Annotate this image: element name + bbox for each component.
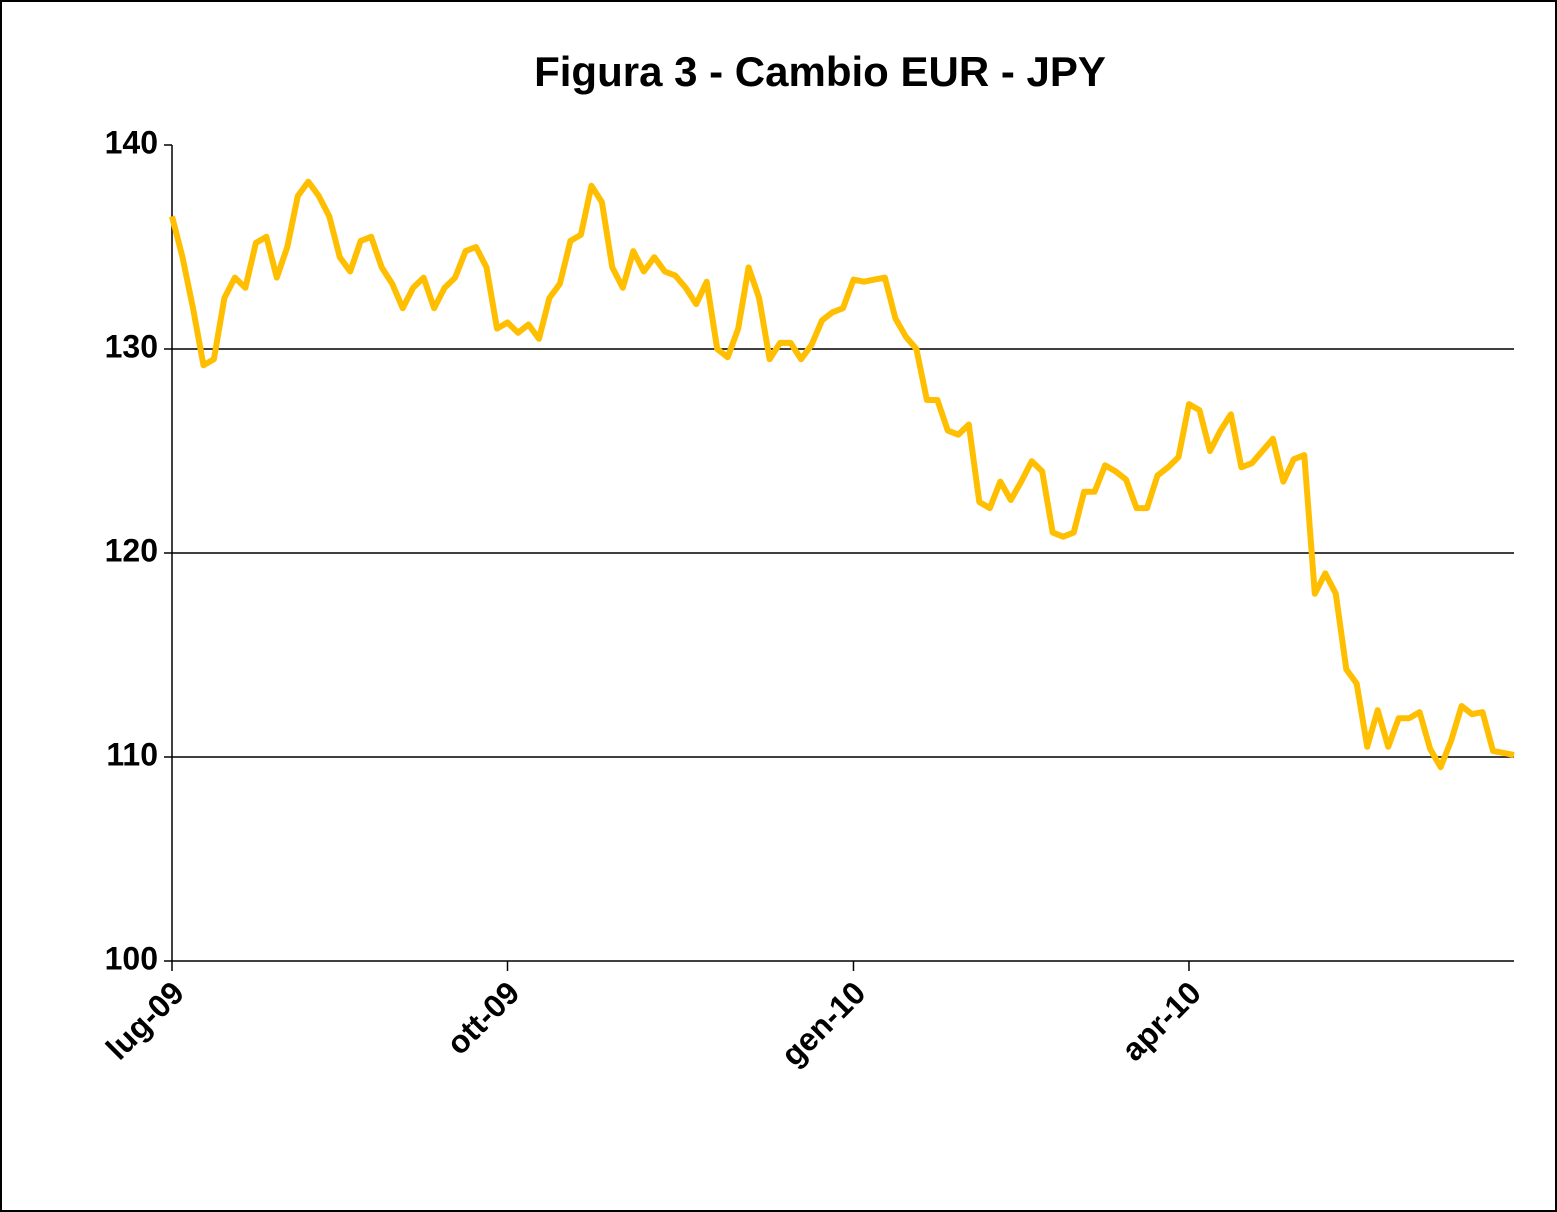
chart-title: Figura 3 - Cambio EUR - JPY xyxy=(534,48,1106,95)
y-tick-label: 140 xyxy=(105,124,158,160)
data-line xyxy=(169,178,1515,771)
y-tick-label: 110 xyxy=(106,736,158,772)
y-tick-label: 120 xyxy=(105,532,158,568)
y-tick-label: 130 xyxy=(105,328,158,364)
y-tick-label: 100 xyxy=(105,940,158,976)
